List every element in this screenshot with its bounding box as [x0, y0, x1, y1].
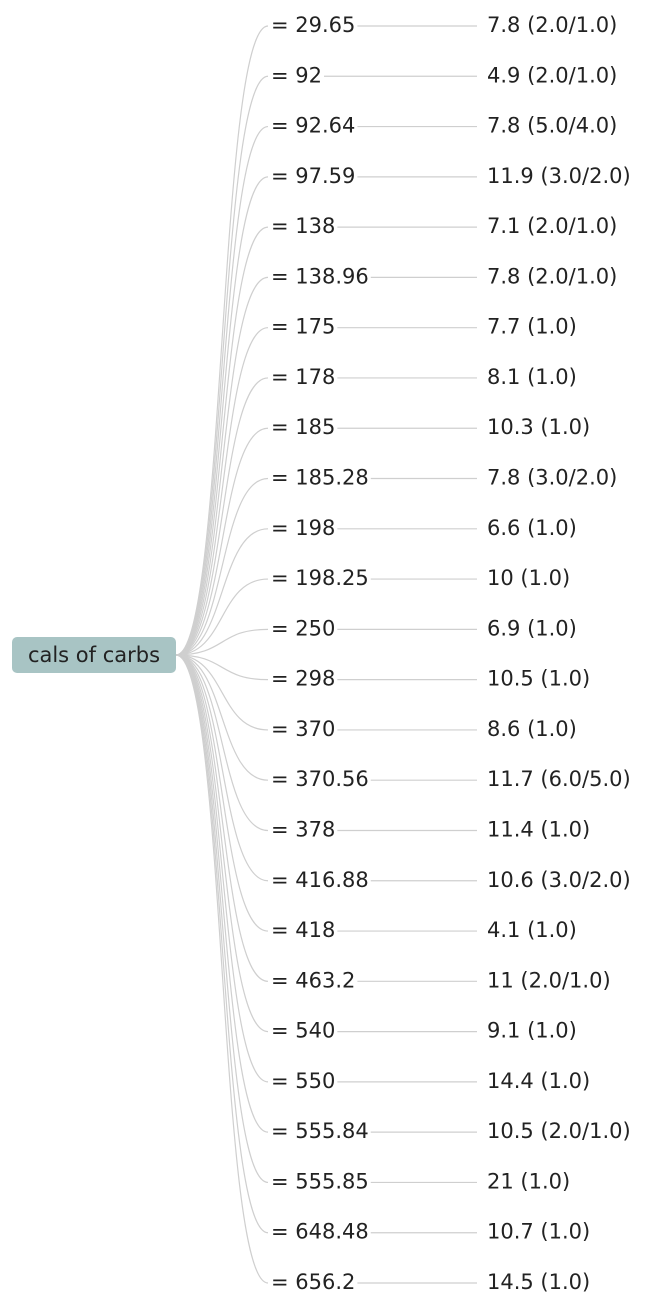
branch-curve — [175, 75, 269, 656]
branch-condition: = 540 — [271, 1019, 335, 1043]
leaf-label: 7.8 (3.0/2.0) — [487, 466, 617, 490]
leaf-label: 10 (1.0) — [487, 566, 570, 590]
branch-curve — [175, 654, 269, 1133]
leaf-label: 7.1 (2.0/1.0) — [487, 214, 617, 238]
branch-condition: = 29.65 — [271, 13, 355, 37]
leaf-label: 14.5 (1.0) — [487, 1270, 590, 1294]
branch-curve — [175, 578, 269, 656]
branch-condition: = 555.84 — [271, 1119, 369, 1143]
branch-condition: = 185.28 — [271, 466, 369, 490]
branch-curve — [175, 327, 269, 656]
leaf-label: 6.6 (1.0) — [487, 516, 577, 540]
leaf-label: 10.5 (2.0/1.0) — [487, 1119, 631, 1143]
root-label: cals of carbs — [28, 643, 160, 667]
branch-curve — [175, 427, 269, 656]
branch-condition: = 416.88 — [271, 868, 369, 892]
leaf-label: 21 (1.0) — [487, 1169, 570, 1193]
branch-condition: = 298 — [271, 667, 335, 691]
branch-condition: = 138 — [271, 214, 335, 238]
branch-condition: = 648.48 — [271, 1220, 369, 1244]
leaf-label: 14.4 (1.0) — [487, 1069, 590, 1093]
branch-condition: = 97.59 — [271, 164, 355, 188]
leaf-label: 11.7 (6.0/5.0) — [487, 767, 631, 791]
leaf-label: 10.7 (1.0) — [487, 1220, 590, 1244]
branch-curve — [175, 276, 269, 656]
branch-condition: = 418 — [271, 918, 335, 942]
leaf-label: 9.1 (1.0) — [487, 1019, 577, 1043]
branch-condition: = 175 — [271, 315, 335, 339]
branch-curve — [175, 654, 269, 681]
leaf-label: 10.3 (1.0) — [487, 415, 590, 439]
branch-curve — [175, 226, 269, 656]
branch-curve — [175, 654, 269, 932]
leaf-label: 7.8 (2.0/1.0) — [487, 13, 617, 37]
branch-condition: = 138.96 — [271, 264, 369, 288]
leaf-label: 11 (2.0/1.0) — [487, 968, 611, 992]
branch-condition: = 178 — [271, 365, 335, 389]
branch-condition: = 656.2 — [271, 1270, 355, 1294]
leaf-label: 6.9 (1.0) — [487, 616, 577, 640]
branch-condition: = 463.2 — [271, 968, 355, 992]
leaf-label: 7.8 (5.0/4.0) — [487, 114, 617, 138]
branch-curve — [175, 25, 269, 656]
branch-curve — [175, 654, 269, 882]
branch-condition: = 198.25 — [271, 566, 369, 590]
branch-curve — [175, 654, 269, 731]
branch-curve — [175, 654, 269, 1083]
leaf-label: 10.6 (3.0/2.0) — [487, 868, 631, 892]
branch-condition: = 555.85 — [271, 1169, 369, 1193]
branch-curve — [175, 654, 269, 781]
leaf-label: 8.1 (1.0) — [487, 365, 577, 389]
branch-condition: = 378 — [271, 817, 335, 841]
root-node — [12, 637, 176, 673]
branch-curve — [175, 654, 269, 982]
branch-curve — [175, 528, 269, 656]
leaf-label: 4.1 (1.0) — [487, 918, 577, 942]
branch-curve — [175, 654, 269, 1033]
branch-condition: = 92 — [271, 63, 322, 87]
branch-curve — [175, 477, 269, 656]
leaf-label: 10.5 (1.0) — [487, 667, 590, 691]
branch-condition: = 250 — [271, 616, 335, 640]
leaf-label: 4.9 (2.0/1.0) — [487, 63, 617, 87]
branch-curve — [175, 628, 269, 656]
leaf-label: 7.7 (1.0) — [487, 315, 577, 339]
branch-condition: = 185 — [271, 415, 335, 439]
branch-condition: = 370 — [271, 717, 335, 741]
branch-curve — [175, 176, 269, 656]
leaf-label: 7.8 (2.0/1.0) — [487, 264, 617, 288]
branch-curve — [175, 654, 269, 1184]
leaf-label: 11.9 (3.0/2.0) — [487, 164, 631, 188]
branch-condition: = 370.56 — [271, 767, 369, 791]
branch-condition: = 198 — [271, 516, 335, 540]
branch-curve — [175, 377, 269, 656]
branch-condition: = 92.64 — [271, 114, 355, 138]
branch-curve — [175, 125, 269, 656]
leaf-label: 11.4 (1.0) — [487, 817, 590, 841]
branch-condition: = 550 — [271, 1069, 335, 1093]
leaf-label: 8.6 (1.0) — [487, 717, 577, 741]
branch-curve — [175, 654, 269, 1234]
branch-curve — [175, 654, 269, 1284]
branch-curve — [175, 654, 269, 832]
